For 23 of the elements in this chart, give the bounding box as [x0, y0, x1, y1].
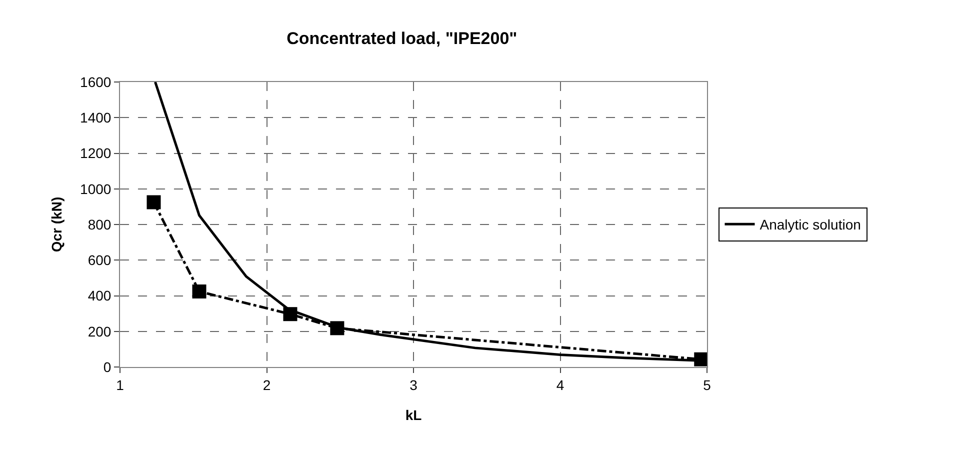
y-tick-label: 0 — [103, 358, 112, 375]
y-axis-title: Qcr (kN) — [48, 196, 65, 252]
point — [192, 284, 206, 298]
point — [330, 321, 344, 336]
x-tick-label: 5 — [703, 376, 712, 393]
y-tick-label: 600 — [88, 252, 112, 268]
y-tick-label: 1400 — [80, 110, 112, 126]
y-tick-label: 400 — [88, 288, 112, 304]
y-tick-label: 1200 — [80, 145, 112, 162]
point — [694, 352, 707, 366]
y-tick-label: 200 — [88, 323, 112, 340]
y-tick-label: 1000 — [80, 180, 112, 197]
x-tick-label: 2 — [262, 376, 271, 393]
y-tick-label: 800 — [88, 216, 112, 232]
x-tick-label: 3 — [410, 376, 418, 393]
x-tick-label: 1 — [116, 376, 124, 393]
chart-title: Concentrated load, "IPE200" — [286, 29, 518, 48]
point — [146, 195, 161, 210]
point — [283, 307, 298, 322]
x-axis-title: kL — [405, 407, 422, 424]
x-tick-label: 4 — [556, 376, 564, 393]
legend-label: Analytic solution — [760, 216, 861, 233]
y-tick-label: 1600 — [80, 74, 112, 90]
